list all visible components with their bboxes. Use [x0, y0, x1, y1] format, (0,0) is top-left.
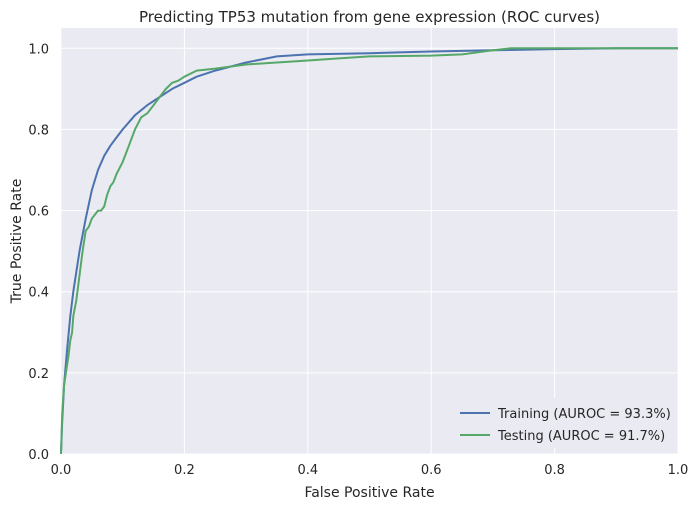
x-tick-label: 1.0 [668, 463, 689, 478]
series-layer [60, 47, 678, 455]
x-tick-label: 0.4 [297, 463, 318, 478]
x-tick-label: 0.6 [421, 463, 442, 478]
tick-labels: 0.0 0.2 0.4 0.6 0.8 1.0 0.0 0.2 0.4 0.6 0.8 1.0 [28, 42, 688, 478]
chart-title: Predicting TP53 mutation from gene expre… [139, 8, 600, 26]
y-tick-label: 1.0 [28, 42, 49, 57]
x-tick-label: 0.8 [544, 463, 565, 478]
legend-label-training: Training (AUROC = 93.3%) [497, 407, 671, 422]
y-tick-label: 0.6 [28, 205, 49, 220]
plot-background [61, 28, 678, 454]
legend: Training (AUROC = 93.3%) Testing (AUROC … [450, 398, 672, 448]
y-axis-title: True Positive Rate [9, 179, 25, 305]
roc-line-testing [60, 47, 678, 455]
x-tick-label: 0.2 [174, 463, 195, 478]
y-tick-label: 0.8 [28, 123, 49, 138]
y-tick-label: 0.2 [28, 367, 49, 382]
grid-lines [60, 28, 679, 455]
legend-label-testing: Testing (AUROC = 91.7%) [497, 429, 665, 444]
x-axis-title: False Positive Rate [304, 485, 434, 501]
x-tick-label: 0.0 [51, 463, 72, 478]
legend-box [450, 398, 672, 448]
roc-line-training [60, 47, 678, 455]
y-tick-label: 0.4 [28, 286, 49, 301]
y-tick-label: 0.0 [28, 448, 49, 463]
